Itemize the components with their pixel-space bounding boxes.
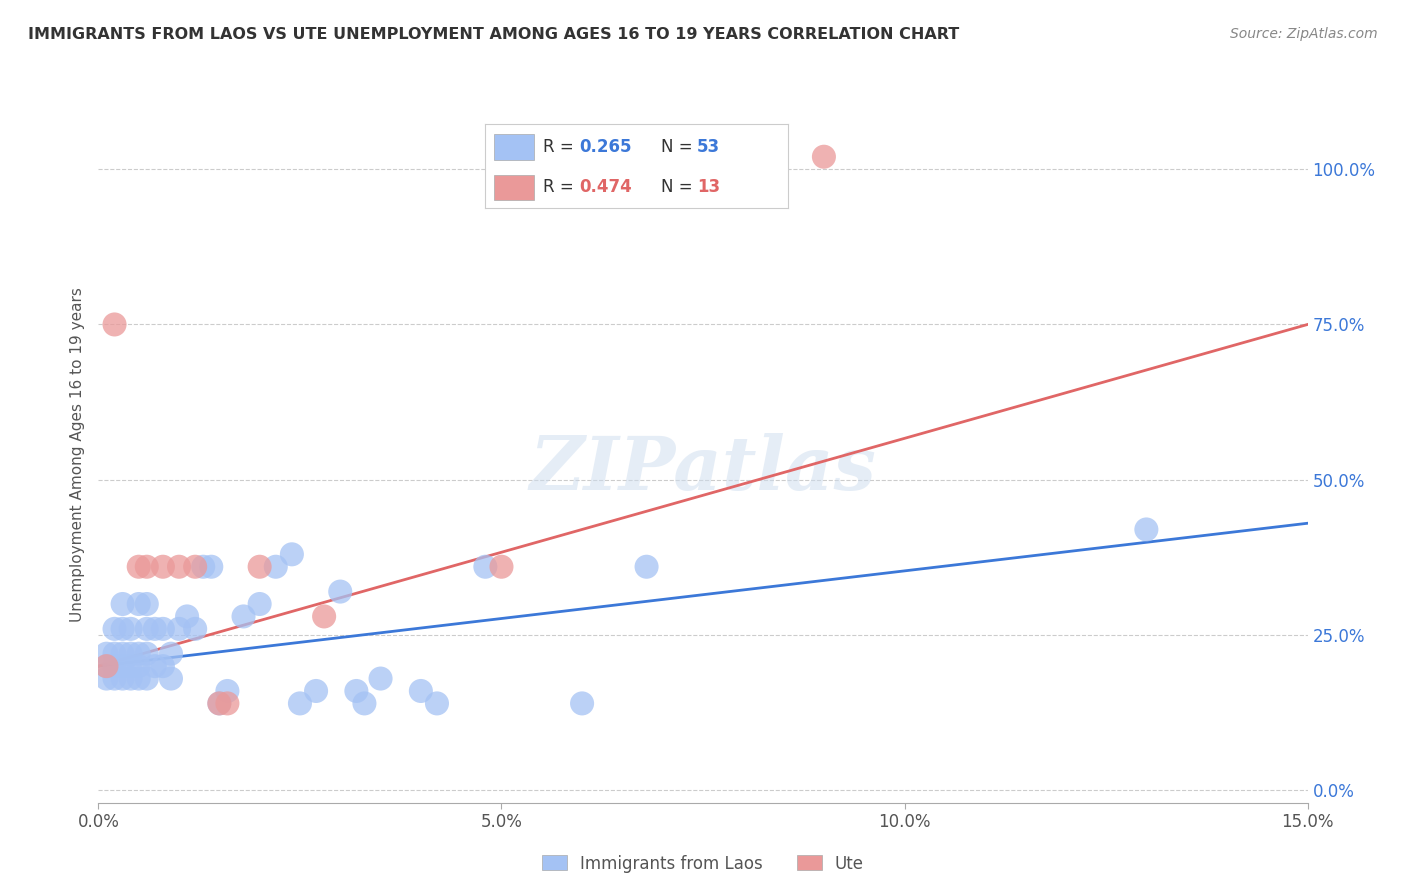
Point: [208, 697, 231, 711]
Point: [120, 672, 142, 686]
Point: [120, 659, 142, 673]
Point: [264, 559, 287, 574]
Point: [96, 647, 118, 661]
Text: Source: ZipAtlas.com: Source: ZipAtlas.com: [1230, 27, 1378, 41]
Point: [329, 584, 352, 599]
Point: [426, 697, 449, 711]
Point: [636, 559, 658, 574]
Point: [111, 672, 134, 686]
Point: [176, 609, 198, 624]
Point: [135, 597, 157, 611]
Point: [305, 684, 328, 698]
Point: [128, 559, 150, 574]
Point: [103, 622, 125, 636]
Point: [370, 672, 392, 686]
Point: [143, 622, 166, 636]
Point: [353, 697, 375, 711]
Point: [281, 547, 304, 561]
Point: [135, 647, 157, 661]
Point: [96, 659, 118, 673]
Point: [143, 659, 166, 673]
Point: [103, 659, 125, 673]
Point: [813, 150, 835, 164]
Point: [160, 672, 183, 686]
Point: [474, 559, 496, 574]
Point: [111, 659, 134, 673]
Point: [111, 622, 134, 636]
Point: [208, 697, 231, 711]
Point: [135, 672, 157, 686]
Point: [184, 559, 207, 574]
Point: [491, 559, 513, 574]
Point: [571, 697, 593, 711]
Point: [120, 622, 142, 636]
Point: [184, 622, 207, 636]
Point: [103, 647, 125, 661]
Point: [128, 647, 150, 661]
Point: [217, 697, 239, 711]
Point: [217, 684, 239, 698]
Legend: Immigrants from Laos, Ute: Immigrants from Laos, Ute: [536, 848, 870, 880]
Point: [135, 622, 157, 636]
Point: [249, 597, 271, 611]
Text: IMMIGRANTS FROM LAOS VS UTE UNEMPLOYMENT AMONG AGES 16 TO 19 YEARS CORRELATION C: IMMIGRANTS FROM LAOS VS UTE UNEMPLOYMENT…: [28, 27, 959, 42]
Point: [167, 559, 190, 574]
Point: [103, 672, 125, 686]
Point: [344, 684, 367, 698]
Point: [152, 659, 174, 673]
Point: [152, 559, 174, 574]
Point: [111, 647, 134, 661]
Point: [152, 622, 174, 636]
Y-axis label: Unemployment Among Ages 16 to 19 years: Unemployment Among Ages 16 to 19 years: [69, 287, 84, 623]
Point: [96, 659, 118, 673]
Point: [193, 559, 215, 574]
Point: [135, 559, 157, 574]
Point: [1135, 523, 1157, 537]
Point: [249, 559, 271, 574]
Point: [120, 647, 142, 661]
Point: [96, 672, 118, 686]
Point: [128, 659, 150, 673]
Point: [409, 684, 432, 698]
Point: [314, 609, 336, 624]
Point: [167, 622, 190, 636]
Point: [232, 609, 254, 624]
Point: [103, 318, 125, 332]
Point: [288, 697, 311, 711]
Point: [160, 647, 183, 661]
Text: ZIPatlas: ZIPatlas: [530, 433, 876, 505]
Point: [200, 559, 222, 574]
Point: [128, 672, 150, 686]
Point: [128, 597, 150, 611]
Point: [111, 597, 134, 611]
